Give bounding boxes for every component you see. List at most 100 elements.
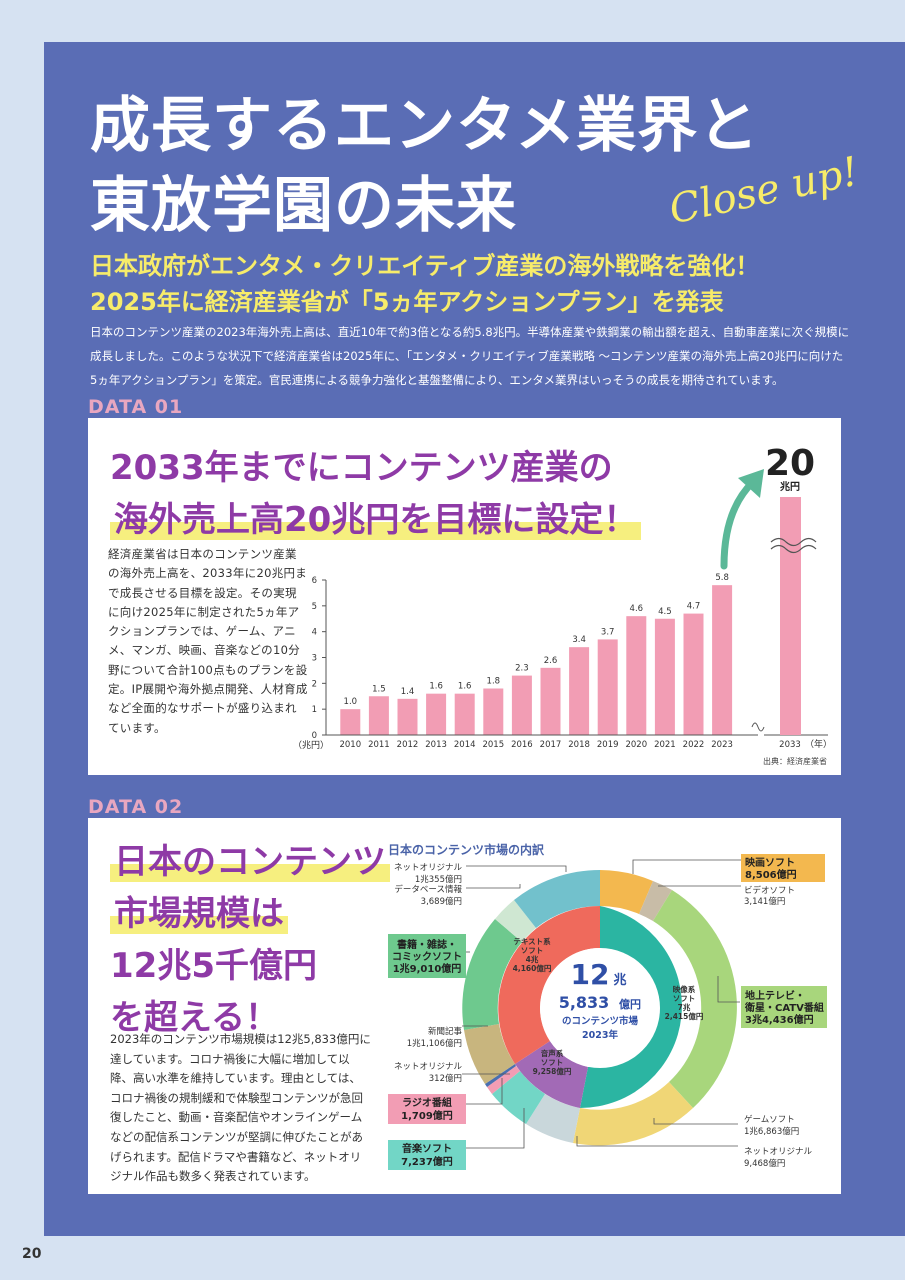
svg-text:2,415億円: 2,415億円: [665, 1011, 704, 1021]
data01-body: 経済産業省は日本のコンテンツ産業の海外売上高を、2033年に20兆円まで成長させ…: [108, 547, 308, 735]
callout-net-video-name: ネットオリジナル: [744, 1147, 813, 1157]
center-label: のコンテンツ市場: [562, 1015, 639, 1027]
callout-radio-name: ラジオ番組: [402, 1096, 452, 1109]
svg-text:テキスト系: テキスト系: [513, 936, 551, 946]
segment-net-audio: [485, 1064, 516, 1087]
x-tick-2013: 2013: [425, 740, 447, 750]
inner-video-soft: [580, 906, 682, 1108]
target-unit: 兆円: [780, 480, 800, 493]
donut-center: [540, 948, 660, 1068]
bar-2014: [454, 693, 475, 735]
data02-heading: 日本のコンテンツ 市場規模は 12兆5千億円 を超える！: [110, 836, 390, 1044]
segment-video-soft: [639, 881, 672, 921]
data-label-2020: 4.6: [630, 604, 644, 614]
callout-net-text-name: ネットオリジナル: [394, 863, 463, 873]
inner-audio-soft: [515, 1041, 588, 1108]
callout-database-name: データベース情報: [394, 884, 462, 895]
data02-card: 日本のコンテンツ 市場規模は 12兆5千億円 を超える！ 2023年 のコンテンツ…: [88, 818, 841, 1194]
target-value: 20: [765, 443, 815, 484]
callout-net-audio-name: ネットオリジナル: [394, 1062, 463, 1072]
svg-text:音声系: 音声系: [541, 1048, 564, 1058]
y-tick-label: 4: [312, 628, 317, 638]
callout-net-video-value: 9,468億円: [744, 1158, 785, 1169]
target-bar-break: [770, 537, 817, 547]
bar-2011: [368, 696, 389, 735]
callout-books-name-1: 書籍・雑誌・: [397, 938, 457, 951]
source-note: 出典：経済産業省: [763, 757, 827, 766]
y-tick-label: 2: [312, 679, 317, 689]
callout-radio-box: [388, 1094, 466, 1124]
callout-radio-value: 1,709億円: [401, 1109, 453, 1122]
leader-lines: [462, 859, 743, 1149]
y-axis-unit: （兆円）: [293, 740, 329, 751]
x-tick-2016: 2016: [511, 740, 533, 750]
segment-net-video: [526, 1094, 580, 1143]
data-label-2018: 3.4: [572, 635, 586, 645]
callout-tv-name-1: 地上テレビ・: [745, 989, 805, 1002]
center-trillion-unit: 兆: [613, 972, 626, 988]
center-oku-unit: 億円: [619, 997, 641, 1011]
bar-2018: [569, 647, 590, 735]
x-tick-2020: 2020: [625, 740, 647, 750]
bar-2020: [626, 616, 647, 735]
callout-books-name-2: コミックソフト: [392, 951, 462, 963]
x-tick-2018: 2018: [568, 740, 590, 750]
bar-2016: [511, 675, 532, 735]
data-label-2013: 1.6: [429, 682, 443, 692]
svg-text:ソフト: ソフト: [541, 1058, 564, 1067]
callout-video-soft-name: ビデオソフト: [744, 885, 795, 896]
x-axis-unit: （年）: [805, 738, 832, 750]
svg-text:映像系: 映像系: [673, 984, 696, 994]
callout-net-audio-value: 312億円: [429, 1073, 462, 1084]
callout-movie-soft-box: [741, 854, 825, 882]
x-tick-2023: 2023: [711, 740, 733, 750]
callout-game-name: ゲームソフト: [744, 1114, 795, 1125]
bars-layer: 0 1 2 3 4 5 6 1.0 2010 1.5 2011 1.4 2012 1.6 2013 1.6 20…: [312, 573, 733, 750]
segment-music: [492, 1071, 545, 1124]
x-tick-2014: 2014: [454, 740, 476, 750]
svg-text:ソフト: ソフト: [521, 946, 544, 955]
callout-newspaper-value: 1兆1,106億円: [407, 1038, 462, 1049]
callout-music-value: 7,237億円: [401, 1155, 453, 1168]
data-label-2011: 1.5: [372, 684, 386, 694]
segment-database: [495, 900, 536, 942]
callout-music-box: [388, 1140, 466, 1170]
x-tick-2015: 2015: [482, 740, 504, 750]
subtitle: 日本政府がエンタメ・クリエイティブ産業の海外戦略を強化！ 2025年に経済産業省…: [90, 252, 760, 316]
y-tick-label: 0: [312, 731, 317, 741]
segment-tv: [653, 890, 737, 1108]
x-tick-2019: 2019: [597, 740, 619, 750]
target-bar-2033: [780, 497, 801, 735]
data-label-2012: 1.4: [401, 687, 415, 697]
data01-heading: 2033年までにコンテンツ産業の 海外売上高20兆円を目標に設定！: [110, 442, 642, 546]
center-year: 2023年: [582, 1029, 618, 1041]
center-trillion: 12: [571, 958, 610, 991]
svg-text:ソフト: ソフト: [673, 994, 696, 1003]
segment-newspaper: [464, 1024, 515, 1084]
callout-tv-box: [741, 986, 827, 1028]
callout-tv-value: 3兆4,436億円: [745, 1013, 814, 1026]
segment-movie-soft: [600, 870, 653, 914]
page-title: 成長するエンタメ業界と 東放学園の未来: [90, 91, 760, 241]
bar-2015: [483, 688, 504, 735]
bar-2021: [654, 618, 675, 735]
data01-label: DATA 01: [88, 396, 184, 418]
data01-card: 2033年までにコンテンツ産業の 海外売上高20兆円を目標に設定！ 経済産業省は…: [88, 418, 841, 775]
segment-books: [462, 919, 522, 1030]
x-tick-2010: 2010: [339, 740, 361, 750]
x-tick-2021: 2021: [654, 740, 676, 750]
callout-database-value: 3,689億円: [421, 896, 462, 907]
data-label-2015: 1.8: [487, 677, 501, 687]
callout-movie-soft-name: 映画ソフト: [745, 856, 795, 869]
x-tick-2011: 2011: [368, 740, 390, 750]
growth-arrow: [720, 478, 757, 570]
outer-ring: [462, 870, 737, 1146]
data02-label: DATA 02: [88, 796, 184, 818]
target-bar-break-2: [770, 544, 817, 554]
data-label-2022: 4.7: [687, 602, 701, 612]
donut-title: 日本のコンテンツ市場の内訳: [388, 842, 545, 857]
x-tick-2012: 2012: [397, 740, 419, 750]
bar-2022: [683, 613, 704, 735]
callout-books-value: 1兆9,010億円: [393, 962, 462, 975]
svg-text:9,258億円: 9,258億円: [533, 1066, 572, 1076]
